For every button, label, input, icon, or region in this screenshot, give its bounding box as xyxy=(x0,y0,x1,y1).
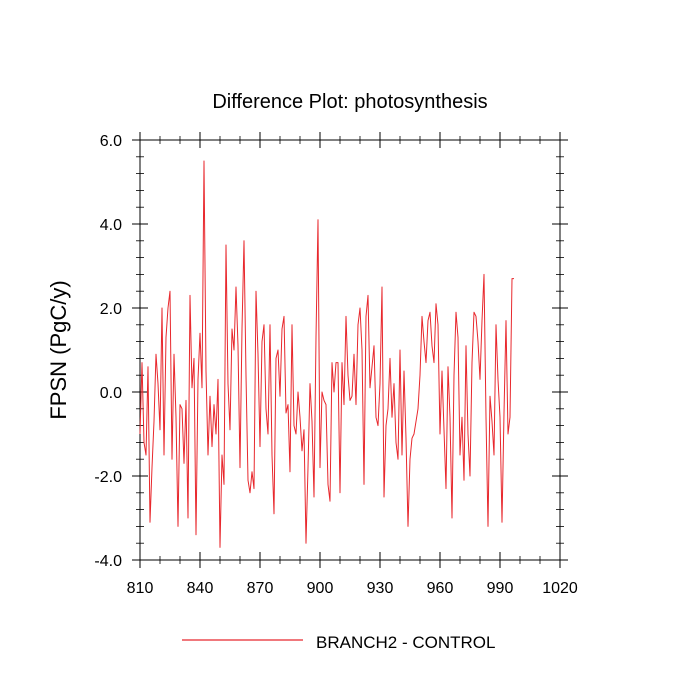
y-axis-label: FPSN (PgC/y) xyxy=(46,280,71,419)
y-tick-label: 0.0 xyxy=(100,385,122,402)
chart-title: Difference Plot: photosynthesis xyxy=(212,91,487,113)
x-tick-label: 870 xyxy=(247,580,274,597)
legend-label: BRANCH2 - CONTROL xyxy=(316,633,495,652)
y-tick-label: 4.0 xyxy=(100,217,122,234)
x-tick-label: 810 xyxy=(127,580,154,597)
x-tick-label: 840 xyxy=(187,580,214,597)
y-axis-tick-labels: -4.0 -2.0 0.0 2.0 4.0 6.0 xyxy=(94,133,122,570)
x-tick-label: 930 xyxy=(367,580,394,597)
x-tick-label: 960 xyxy=(427,580,454,597)
legend: BRANCH2 - CONTROL xyxy=(182,633,495,652)
y-tick-label: 6.0 xyxy=(100,133,122,150)
y-tick-label: 2.0 xyxy=(100,301,122,318)
x-tick-label: 900 xyxy=(307,580,334,597)
x-axis-tick-labels: 810 840 870 900 930 960 990 1020 xyxy=(127,580,578,597)
series-line-branch2-control xyxy=(139,160,514,548)
x-tick-label: 1020 xyxy=(542,580,578,597)
x-tick-label: 990 xyxy=(487,580,514,597)
y-tick-label: -2.0 xyxy=(94,469,122,486)
plot-frame xyxy=(139,139,561,561)
y-tick-label: -4.0 xyxy=(94,553,122,570)
x-axis-ticks xyxy=(139,132,561,568)
y-axis-ticks xyxy=(132,139,568,561)
